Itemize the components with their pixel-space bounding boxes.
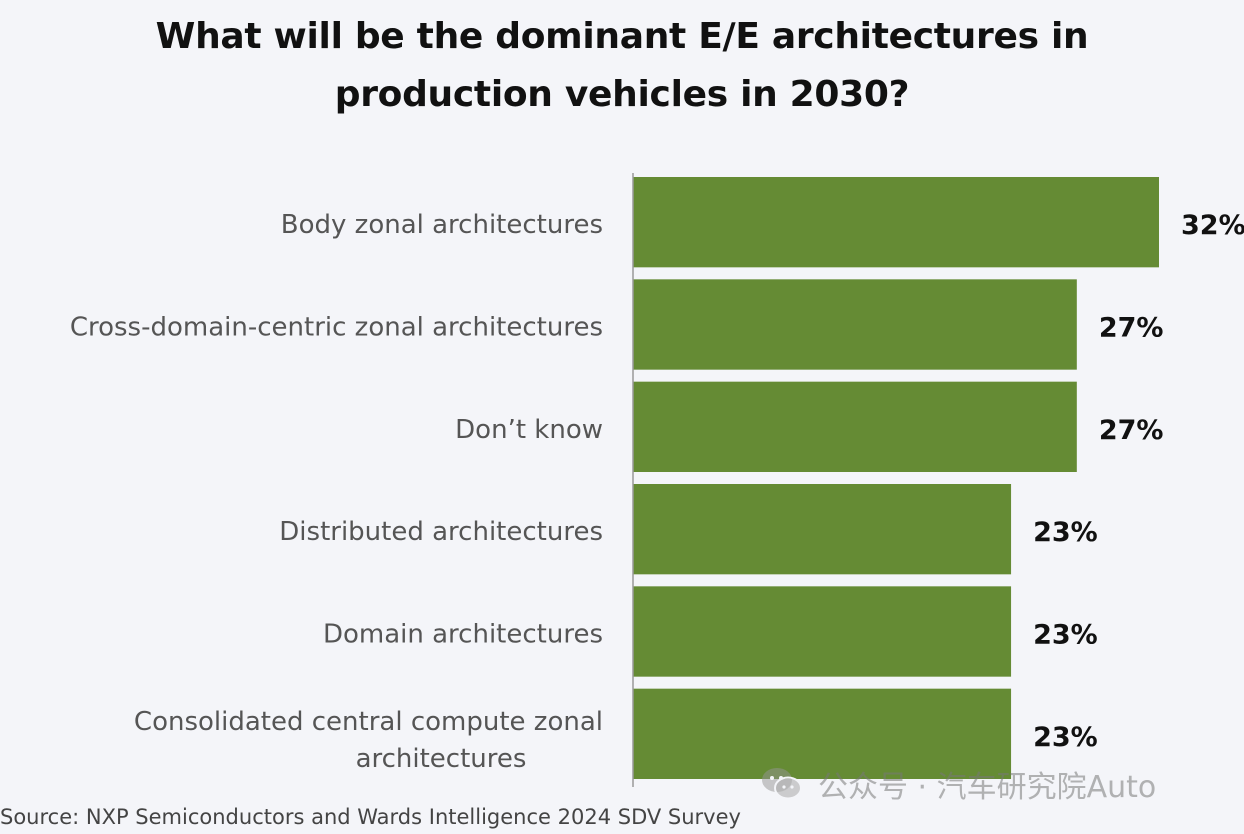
- category-label: Distributed architectures: [279, 517, 603, 547]
- category-label: Body zonal architectures: [281, 210, 603, 240]
- data-label: 27%: [1099, 415, 1164, 446]
- bar: [633, 688, 1012, 779]
- category-label: Domain architectures: [323, 620, 603, 650]
- bar: [633, 177, 1159, 268]
- category-label: Don’t know: [455, 415, 603, 445]
- wechat-icon: [762, 768, 802, 800]
- watermark: 公众号 · 汽车研究院Auto: [760, 762, 1156, 806]
- bar: [633, 484, 1012, 575]
- bar: [633, 279, 1077, 370]
- source-note: Source: NXP Semiconductors and Wards Int…: [0, 805, 741, 829]
- chart-title: What will be the dominant E/E architectu…: [155, 16, 1089, 115]
- data-label: 27%: [1099, 313, 1164, 344]
- category-label: Consolidated central compute zonal archit…: [134, 707, 603, 774]
- data-label: 23%: [1033, 722, 1098, 753]
- bar: [633, 381, 1077, 472]
- data-label: 23%: [1033, 620, 1098, 651]
- category-label: Cross-domain-centric zonal architectures: [70, 313, 603, 343]
- data-label: 32%: [1181, 210, 1244, 241]
- bar: [633, 586, 1012, 677]
- watermark-text: 公众号 · 汽车研究院Auto: [818, 770, 1157, 805]
- data-label: 23%: [1033, 517, 1098, 548]
